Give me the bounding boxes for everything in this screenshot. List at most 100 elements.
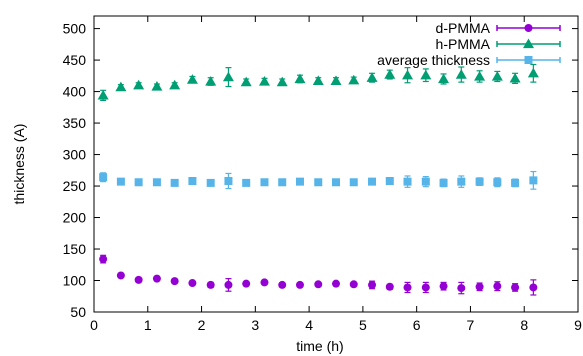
y-tick-label: 450: [63, 52, 87, 68]
x-tick-label: 1: [144, 317, 152, 333]
data-point: [527, 67, 539, 78]
legend-marker: [523, 38, 534, 49]
data-point: [475, 282, 484, 291]
data-point: [385, 177, 394, 186]
data-point: [368, 280, 377, 289]
series-1: [97, 63, 539, 101]
data-point: [457, 284, 466, 293]
data-point: [133, 79, 145, 90]
data-point: [491, 70, 503, 81]
data-point: [116, 177, 125, 186]
y-tick-label: 100: [63, 273, 87, 289]
axis-ticks: [93, 16, 579, 313]
data-point: [384, 69, 396, 79]
data-point: [529, 176, 538, 185]
data-point: [511, 178, 520, 187]
data-point: [152, 178, 161, 187]
x-tick-label: 0: [90, 317, 98, 333]
y-axis-title: thickness (A): [11, 124, 27, 205]
data-point: [493, 282, 502, 291]
data-point: [295, 177, 304, 186]
data-point: [332, 279, 340, 288]
data-point: [278, 178, 287, 187]
data-point: [421, 177, 430, 186]
data-point: [348, 74, 360, 85]
series-0: [99, 254, 538, 296]
data-point: [366, 72, 378, 82]
data-point: [474, 70, 486, 81]
x-tick-label: 4: [305, 317, 313, 333]
data-point: [224, 280, 233, 289]
data-point: [188, 279, 197, 288]
data-point: [276, 76, 288, 87]
data-point: [99, 255, 108, 264]
x-tick-label: 9: [574, 317, 582, 333]
data-point: [330, 75, 342, 85]
data-point: [206, 178, 215, 187]
data-point: [314, 178, 323, 187]
y-tick-label: 50: [70, 304, 86, 320]
legend-marker: [524, 56, 533, 64]
data-point: [421, 283, 430, 292]
data-point: [240, 76, 252, 87]
data-point: [457, 177, 466, 186]
data-point: [511, 283, 520, 292]
data-point: [493, 178, 502, 187]
y-tick-label: 250: [63, 178, 87, 194]
data-point: [402, 69, 414, 80]
legend-marker: [524, 24, 533, 32]
x-tick-labels: 0 1 2 3 4 5 6 7 8 9: [90, 317, 582, 333]
x-tick-label: 2: [198, 317, 206, 333]
data-point: [439, 178, 448, 187]
y-tick-label: 350: [63, 115, 87, 131]
data-point: [242, 178, 251, 187]
data-point: [529, 283, 538, 292]
data-point: [385, 282, 394, 291]
data-point: [134, 178, 143, 187]
legend-label: d-PMMA: [436, 20, 491, 36]
data-point: [205, 75, 217, 86]
data-point: [294, 73, 306, 84]
data-point: [278, 280, 287, 289]
data-point: [186, 74, 198, 84]
data-point: [169, 79, 181, 90]
y-tick-label: 200: [63, 210, 87, 226]
data-point: [115, 81, 127, 92]
y-tick-label: 150: [63, 241, 87, 257]
plot-frame: [93, 15, 579, 313]
data-point: [97, 89, 109, 100]
data-point: [295, 280, 304, 289]
data-point: [403, 177, 412, 186]
data-point: [170, 178, 179, 187]
data-point: [151, 81, 163, 91]
data-point: [349, 178, 358, 187]
data-point: [152, 274, 161, 283]
y-tick-label: 300: [63, 147, 87, 163]
data-point: [403, 283, 412, 292]
x-tick-label: 8: [520, 317, 528, 333]
x-tick-label: 7: [467, 317, 475, 333]
data-point: [260, 278, 269, 287]
data-point: [242, 279, 251, 288]
data-point: [439, 282, 448, 291]
data-point: [314, 280, 323, 289]
x-tick-label: 5: [359, 317, 367, 333]
data-point: [368, 177, 377, 186]
series-2: [99, 170, 538, 190]
data-point: [188, 177, 197, 186]
data-point: [332, 178, 340, 187]
data-series-layer: [97, 63, 539, 296]
x-tick-label: 6: [413, 317, 421, 333]
legend-label: h-PMMA: [436, 36, 491, 52]
data-point: [260, 178, 269, 187]
y-tick-labels: 50 100 150 200 250 300 350 400 450 500: [63, 21, 87, 320]
data-point: [224, 177, 233, 186]
data-point: [170, 277, 179, 286]
x-axis-title: time (h): [296, 338, 343, 354]
legend-label: average thickness: [377, 52, 490, 68]
data-point: [455, 69, 467, 79]
data-point: [99, 173, 108, 182]
data-point: [349, 280, 358, 289]
